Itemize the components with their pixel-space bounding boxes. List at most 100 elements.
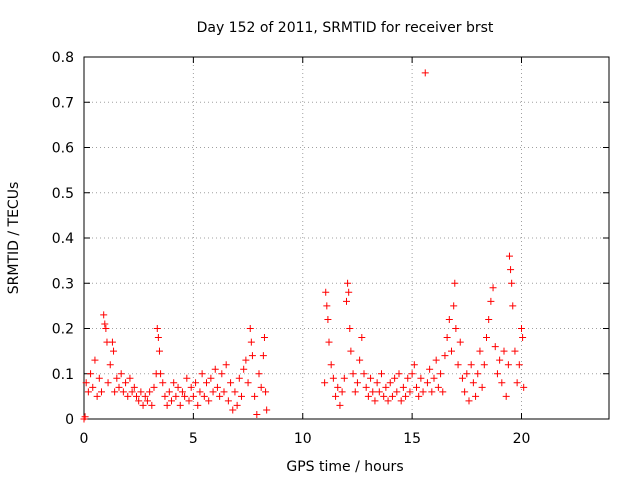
grid (84, 57, 609, 419)
data-point (432, 356, 440, 364)
data-point (106, 361, 114, 369)
data-point (325, 338, 333, 346)
data-point (153, 325, 161, 332)
data-point (124, 392, 132, 400)
data-point (200, 392, 208, 400)
data-point (87, 370, 95, 378)
data-point (246, 325, 254, 332)
data-point (404, 374, 412, 382)
data-point (183, 374, 191, 382)
data-point (413, 383, 420, 391)
data-point (168, 397, 175, 405)
data-point (469, 379, 477, 387)
data-point (419, 388, 427, 396)
data-point (231, 388, 239, 396)
data-point (375, 388, 383, 396)
data-point (240, 365, 248, 373)
data-point (478, 383, 486, 391)
data-point (224, 397, 232, 405)
plot-frame (83, 56, 610, 420)
x-axis-label: GPS time / hours (286, 459, 403, 475)
data-point (161, 392, 169, 400)
data-point (351, 388, 359, 396)
y-tick-label: 0.6 (52, 141, 74, 157)
data-point (465, 397, 473, 405)
data-point (174, 383, 182, 391)
data-point (82, 379, 90, 387)
data-point (211, 365, 219, 373)
data-point (141, 392, 149, 400)
data-point (172, 392, 180, 400)
data-point (384, 397, 392, 405)
data-point (461, 388, 469, 396)
data-point (262, 388, 270, 396)
data-point (426, 365, 434, 373)
data-point (437, 370, 445, 378)
data-point (159, 379, 167, 387)
data-point (93, 392, 101, 400)
data-point (353, 379, 361, 387)
y-axis-label: SRMTID / TECUs (6, 182, 22, 295)
data-point (334, 383, 342, 391)
data-point (137, 388, 145, 396)
data-point (399, 383, 407, 391)
data-point (476, 347, 484, 355)
data-point (198, 370, 206, 378)
data-point (483, 334, 490, 342)
data-point (115, 383, 123, 391)
data-point (441, 352, 449, 360)
data-point (165, 388, 173, 396)
data-point (519, 334, 527, 342)
data-point (110, 347, 118, 355)
data-point (135, 397, 143, 405)
data-point (450, 302, 458, 310)
data-point (373, 379, 381, 387)
data-point (216, 392, 224, 400)
data-point (347, 347, 355, 355)
data-points (80, 69, 528, 423)
data-point (113, 374, 121, 382)
data-point (504, 361, 512, 369)
data-point (371, 397, 379, 405)
data-point (397, 397, 405, 405)
data-point (408, 370, 416, 378)
data-point (507, 266, 515, 274)
data-point (360, 370, 368, 378)
data-point (192, 379, 200, 387)
data-point (452, 325, 460, 332)
data-point (187, 383, 195, 391)
data-point (143, 397, 151, 405)
data-point (244, 379, 252, 387)
y-tick-label: 0.5 (52, 186, 74, 202)
y-tick-label: 0.7 (52, 95, 74, 111)
data-point (233, 401, 241, 409)
data-point (104, 379, 112, 387)
chart-title: Day 152 of 2011, SRMTID for receiver brs… (197, 20, 494, 36)
data-point (122, 379, 130, 387)
data-point (207, 374, 215, 382)
data-point (402, 392, 410, 400)
data-point (148, 401, 156, 409)
data-point (176, 401, 184, 409)
data-point (238, 392, 245, 400)
data-point (209, 388, 217, 396)
data-point (332, 392, 340, 400)
data-point (391, 374, 399, 382)
data-point (229, 406, 237, 414)
data-point (321, 379, 329, 387)
data-point (487, 297, 495, 305)
data-point (91, 356, 99, 364)
data-point (346, 325, 354, 332)
data-point (322, 288, 330, 296)
data-point (133, 392, 140, 400)
data-point (102, 325, 110, 332)
y-tick-label: 0.4 (52, 231, 74, 247)
data-point (454, 361, 462, 369)
data-point (150, 383, 158, 391)
data-point (493, 370, 501, 378)
data-point (509, 302, 517, 310)
data-point (358, 334, 366, 342)
x-tick-label: 10 (294, 431, 312, 447)
data-point (500, 347, 508, 355)
